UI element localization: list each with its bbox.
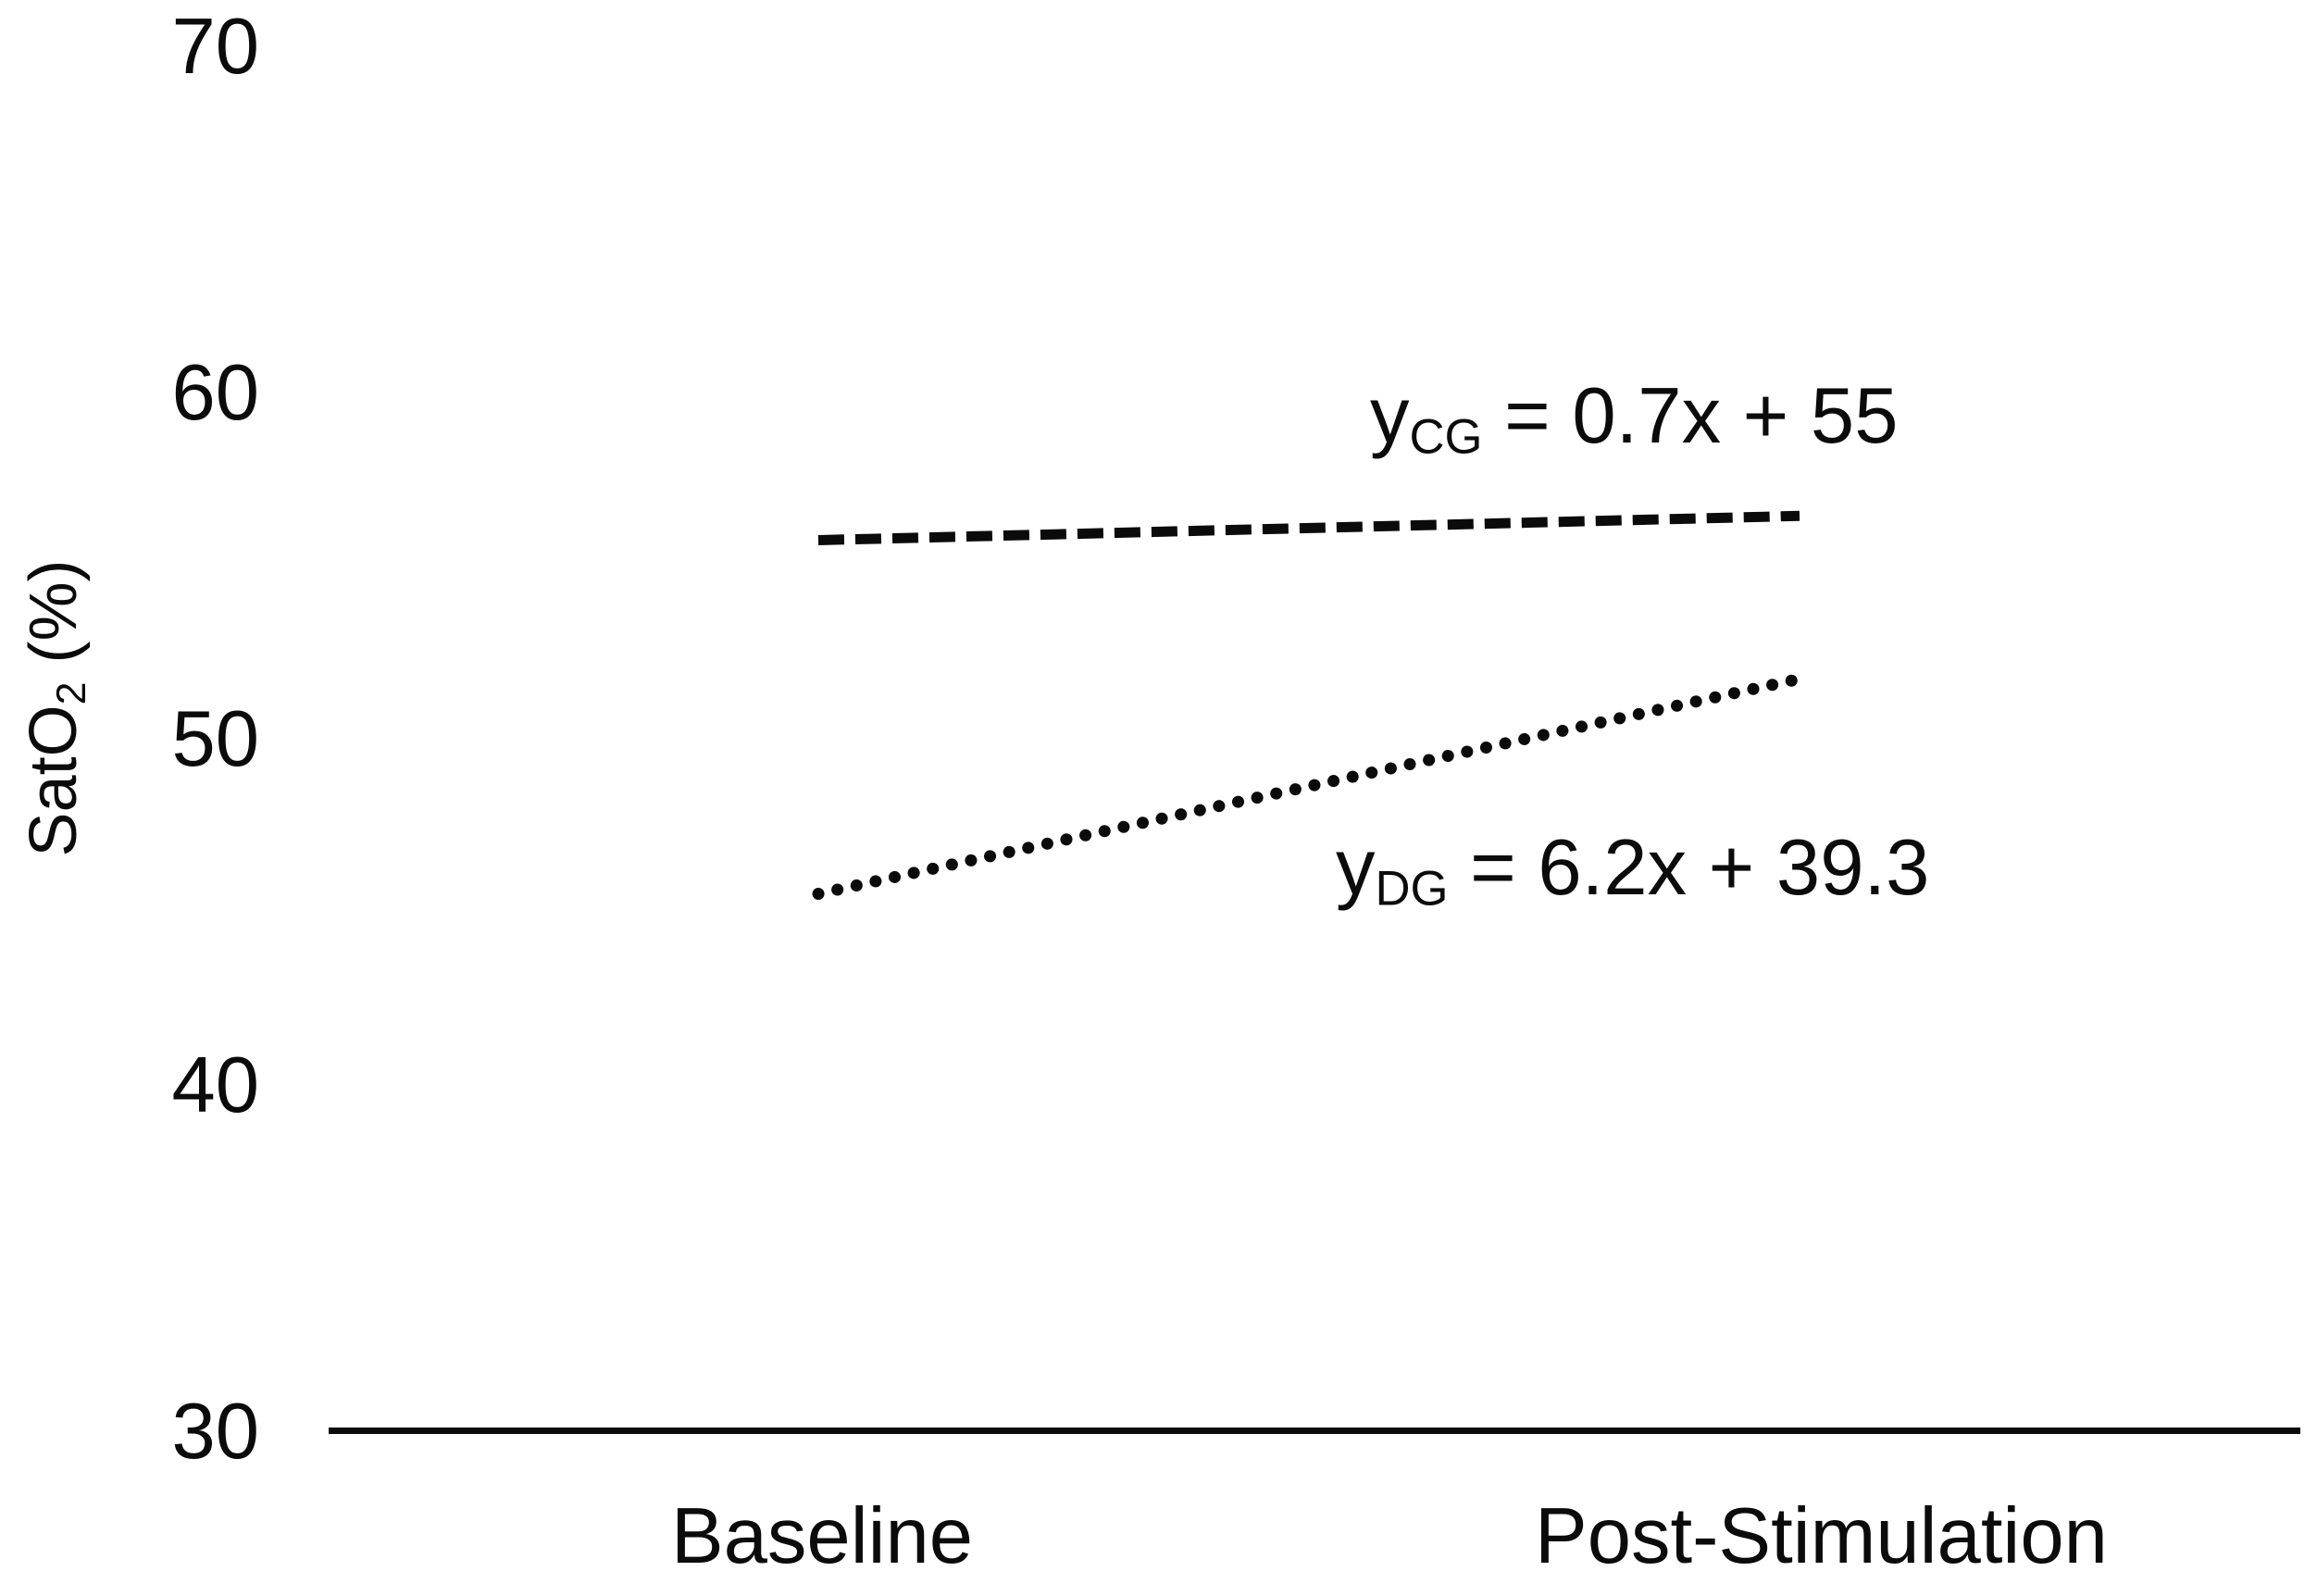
y-tick-label: 70: [171, 3, 259, 91]
y-tick-label: 40: [171, 1041, 259, 1129]
equation-dg-var: y: [1336, 824, 1376, 912]
equation-dg-formula: = 6.2x + 39.3: [1448, 824, 1930, 912]
x-axis-line: [329, 1428, 2300, 1434]
equation-cg: yCG = 0.7x + 55: [1370, 370, 1898, 463]
equation-cg-subscript: CG: [1409, 409, 1483, 465]
y-axis-title-unit: (%): [17, 559, 91, 682]
x-tick-label-post-stimulation: Post-Stimulation: [1535, 1492, 2108, 1580]
y-tick-label: 30: [171, 1388, 259, 1476]
y-tick-label: 50: [171, 695, 259, 783]
equation-cg-var: y: [1370, 372, 1410, 460]
y-axis-title-base: SatO: [17, 704, 91, 857]
equation-cg-formula: = 0.7x + 55: [1482, 372, 1899, 460]
y-tick-label: 60: [171, 349, 259, 437]
y-axis-title-subscript: 2: [48, 681, 94, 705]
trendline-cg: [817, 510, 1800, 545]
equation-dg: yDG = 6.2x + 39.3: [1336, 822, 1929, 915]
y-axis-title: SatO2 (%): [12, 560, 95, 857]
x-tick-label-baseline: Baseline: [670, 1492, 974, 1580]
equation-dg-subscript: DG: [1375, 861, 1449, 916]
